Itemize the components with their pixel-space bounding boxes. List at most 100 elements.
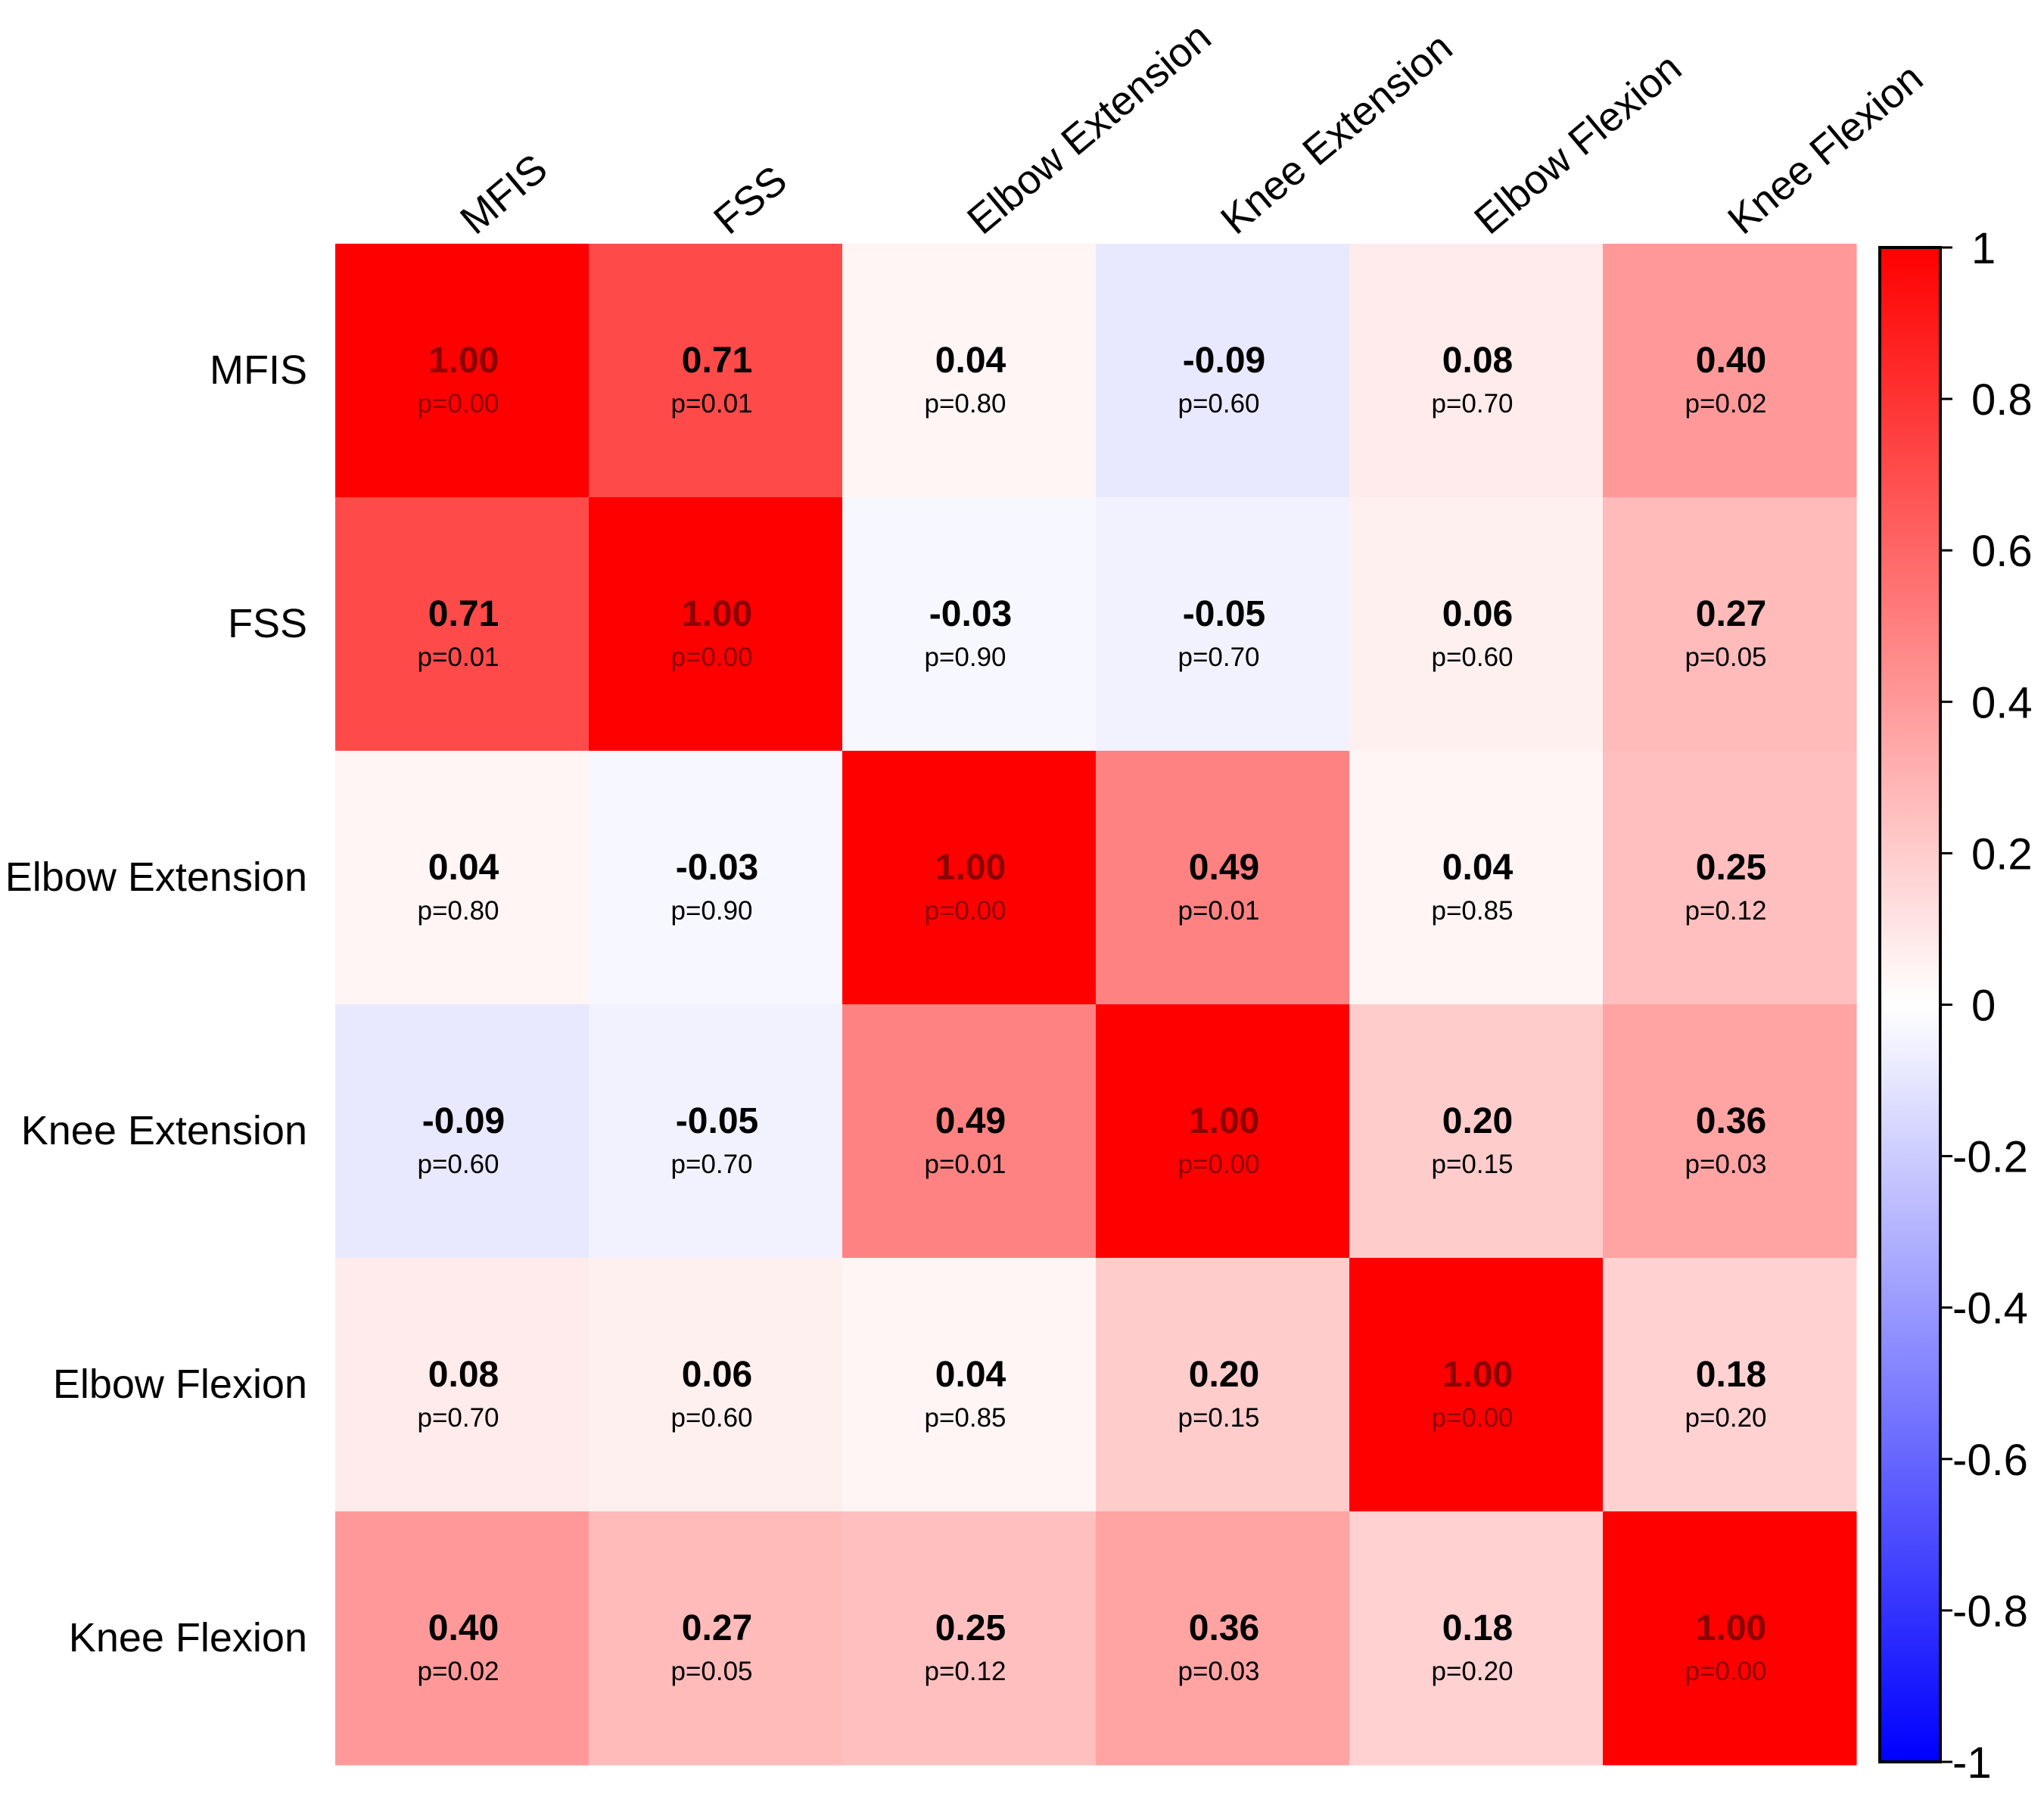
correlation-value: 0.06 [682,1355,752,1395]
p-value: p=0.85 [1431,896,1513,926]
heatmap-cell [335,497,590,752]
heatmap-cell [1096,1511,1350,1766]
heatmap-cell [1349,497,1604,752]
correlation-value: 0.04 [428,848,499,888]
p-value: p=0.20 [1685,1403,1766,1433]
heatmap-cell [1603,1511,1857,1766]
heatmap-cell [1603,1258,1857,1512]
column-label: Knee Flexion [1719,55,1931,244]
heatmap-cell [842,1258,1097,1512]
row-label: MFIS [210,347,307,393]
correlation-value: 0.40 [428,1608,499,1648]
p-value: p=0.02 [1685,389,1766,419]
heatmap-cell [1349,751,1604,1005]
p-value: p=0.03 [1685,1150,1766,1179]
correlation-value: -0.09 [422,1101,505,1141]
p-value: p=0.01 [670,389,752,419]
correlation-value: 0.18 [1442,1608,1513,1648]
colorbar-gradient [1878,246,1942,1763]
correlation-value: 0.04 [935,1355,1006,1395]
correlation-value: 0.27 [1696,594,1766,634]
correlation-value: 1.00 [428,341,499,381]
correlation-value: 0.71 [682,341,752,381]
colorbar-tick-label: -0.8 [1952,1587,2028,1636]
heatmap-cell [1603,497,1857,752]
p-value: p=0.12 [1685,896,1766,926]
heatmap-cell [1603,751,1857,1005]
heatmap-cell [842,1004,1097,1259]
p-value: p=0.01 [1178,896,1259,926]
correlation-value: 0.20 [1442,1101,1513,1141]
heatmap-cell [842,497,1097,752]
correlation-value: 0.40 [1696,341,1766,381]
correlation-value: -0.05 [1183,594,1265,634]
p-value: p=0.90 [924,643,1006,672]
correlation-value: 0.18 [1696,1355,1766,1395]
heatmap-cell [1096,497,1350,752]
column-label: Elbow Extension [959,14,1219,244]
heatmap-cell [1096,244,1350,498]
p-value: p=0.15 [1431,1150,1513,1179]
correlation-value: 0.36 [1696,1101,1766,1141]
correlation-value: 1.00 [682,594,752,634]
correlation-value: 0.49 [1189,848,1259,888]
p-value: p=0.60 [1431,643,1513,672]
heatmap-cell [335,751,590,1005]
p-value: p=0.00 [924,896,1006,926]
row-labels: MFIS FSS Elbow Extension Knee Extension Elbo… [5,347,307,1660]
column-label: MFIS [452,145,555,243]
column-label: Elbow Flexion [1466,45,1690,243]
heatmap-cell [842,244,1097,498]
heatmap-cell [1096,1258,1350,1512]
p-value: p=0.02 [417,1657,499,1686]
correlation-value: 0.36 [1189,1608,1259,1648]
column-label: FSS [705,157,795,243]
correlation-value: -0.09 [1183,341,1265,381]
p-value: p=0.85 [924,1403,1006,1433]
p-value: p=0.60 [1178,389,1259,419]
p-value: p=0.00 [1431,1403,1513,1433]
correlation-value: 0.08 [1442,341,1513,381]
p-value: p=0.03 [1178,1657,1259,1686]
colorbar-tick-label: 0.6 [1971,527,2033,576]
p-value: p=0.15 [1178,1403,1259,1433]
correlation-value: 1.00 [1442,1355,1513,1395]
heatmap-cell [1349,244,1604,498]
correlation-value: 0.25 [1696,848,1766,888]
correlation-value: 0.04 [1442,848,1514,888]
p-value: p=0.80 [417,896,499,926]
colorbar: 1 0.8 0.6 0.4 0.2 0 -0.2 -0.4 -0.6 -0.8 -1 [1878,224,2033,1788]
row-label: Elbow Flexion [53,1362,307,1407]
colorbar-tick-label: 0.4 [1971,678,2033,727]
heatmap-cell [1349,1511,1604,1766]
p-value: p=0.00 [1178,1150,1259,1179]
heatmap-cell [335,1258,590,1512]
correlation-value: 0.20 [1189,1355,1259,1395]
colorbar-tick-label: 0 [1971,982,1996,1031]
correlation-value: 0.06 [1442,594,1513,634]
row-label: FSS [228,601,307,646]
row-label: Knee Flexion [69,1615,307,1660]
correlation-value: -0.05 [676,1101,758,1141]
p-value: p=0.70 [1178,643,1259,672]
p-value: p=0.05 [1685,643,1766,672]
heatmap-cell [1603,244,1857,498]
heatmap-cell [589,1004,843,1259]
correlation-value: 0.71 [428,594,499,634]
heatmap-cell [335,1004,590,1259]
heatmap-cell [589,751,843,1005]
correlation-value: 1.00 [1696,1608,1766,1648]
p-value: p=0.70 [670,1150,752,1179]
p-value: p=0.90 [670,896,752,926]
heatmap-cells: 1.00 p=0.00 0.71 p=0.01 0.04 p=0.80 -0.09 p=0.6… [335,244,1857,1766]
p-value: p=0.00 [670,643,752,672]
p-value: p=0.00 [417,389,499,419]
heatmap-cell [335,244,590,498]
p-value: p=0.80 [924,389,1006,419]
p-value: p=0.01 [417,643,499,672]
p-value: p=0.01 [924,1150,1006,1179]
correlation-value: 0.04 [935,341,1006,381]
correlation-value: 0.25 [935,1608,1006,1648]
row-label: Knee Extension [21,1108,307,1153]
